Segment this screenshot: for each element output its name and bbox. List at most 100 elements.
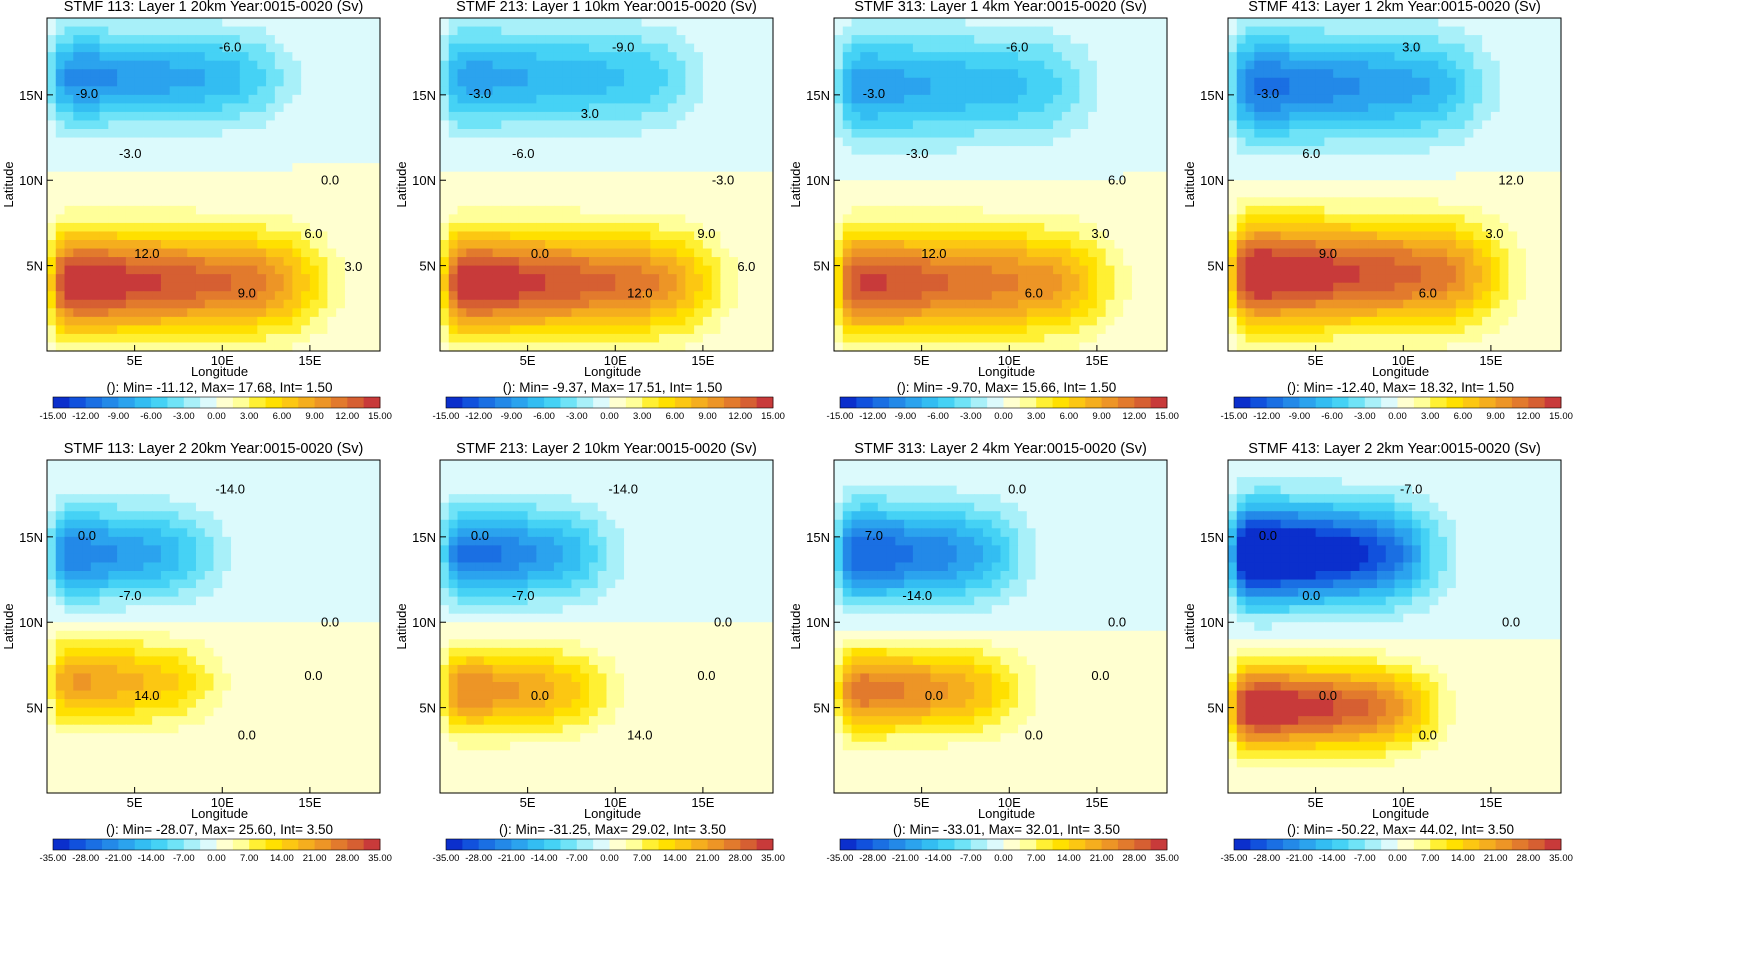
heatmap-cell bbox=[187, 146, 197, 156]
heatmap-cell bbox=[213, 316, 223, 326]
heatmap-cell bbox=[667, 146, 678, 156]
heatmap-cell bbox=[1359, 77, 1369, 87]
heatmap-cell bbox=[440, 77, 450, 87]
heatmap-cell bbox=[597, 222, 608, 233]
heatmap-cell bbox=[667, 308, 678, 318]
heatmap-cell bbox=[55, 137, 66, 147]
heatmap-cell bbox=[737, 333, 748, 344]
heatmap-cell bbox=[720, 18, 730, 28]
heatmap-cell bbox=[344, 103, 355, 113]
heatmap-cell bbox=[1053, 180, 1063, 190]
heatmap-cell bbox=[1350, 60, 1361, 70]
heatmap-cell bbox=[729, 154, 739, 164]
heatmap-cell bbox=[912, 214, 923, 224]
heatmap-cell bbox=[475, 265, 485, 275]
heatmap-cell bbox=[448, 308, 459, 318]
heatmap-cell bbox=[204, 265, 215, 275]
heatmap-cell bbox=[1420, 26, 1431, 36]
heatmap-cell bbox=[274, 308, 285, 318]
heatmap-cell bbox=[327, 120, 337, 130]
heatmap-cell bbox=[974, 171, 984, 181]
heatmap-cell bbox=[274, 146, 285, 156]
heatmap-cell bbox=[974, 257, 984, 267]
heatmap-cell bbox=[912, 137, 923, 147]
heatmap-cell bbox=[371, 26, 381, 36]
heatmap-cell bbox=[939, 274, 949, 284]
heatmap-cell bbox=[755, 282, 765, 292]
heatmap-cell bbox=[1053, 325, 1063, 335]
heatmap-cell bbox=[466, 274, 476, 284]
heatmap-cell bbox=[588, 171, 599, 181]
heatmap-cell bbox=[108, 222, 118, 233]
heatmap-cell bbox=[222, 333, 232, 344]
heatmap-cell bbox=[1236, 60, 1247, 70]
heatmap-cell bbox=[117, 171, 127, 181]
heatmap-cell bbox=[90, 146, 101, 156]
heatmap-cell bbox=[1105, 231, 1116, 241]
heatmap-cell bbox=[1114, 52, 1124, 62]
heatmap-cell bbox=[90, 274, 101, 284]
heatmap-cell bbox=[737, 129, 748, 139]
heatmap-cell bbox=[82, 333, 92, 344]
heatmap-cell bbox=[694, 325, 704, 335]
colorbar-swatch bbox=[151, 397, 168, 408]
heatmap-cell bbox=[274, 180, 285, 190]
heatmap-cell bbox=[930, 205, 940, 215]
heatmap-cell bbox=[904, 231, 914, 241]
heatmap-cell bbox=[1018, 282, 1028, 292]
heatmap-cell bbox=[1149, 282, 1159, 292]
heatmap-cell bbox=[1420, 60, 1431, 70]
heatmap-cell bbox=[492, 222, 502, 233]
heatmap-cell bbox=[336, 205, 346, 215]
heatmap-cell bbox=[1105, 274, 1116, 284]
heatmap-cell bbox=[169, 316, 180, 326]
heatmap-cell bbox=[545, 325, 555, 335]
heatmap-cell bbox=[580, 77, 590, 87]
heatmap-cell bbox=[143, 316, 153, 326]
heatmap-cell bbox=[1350, 43, 1361, 53]
heatmap-cell bbox=[283, 308, 293, 318]
heatmap-cell bbox=[152, 325, 162, 335]
heatmap-cell bbox=[1096, 137, 1107, 147]
heatmap-cell bbox=[371, 325, 381, 335]
heatmap-cell bbox=[991, 69, 1002, 79]
heatmap-cell bbox=[1105, 188, 1116, 198]
heatmap-cell bbox=[676, 197, 686, 207]
heatmap-cell bbox=[571, 52, 581, 62]
heatmap-cell bbox=[108, 163, 118, 173]
heatmap-cell bbox=[956, 180, 967, 190]
heatmap-cell bbox=[204, 52, 215, 62]
heatmap-cell bbox=[73, 35, 83, 45]
heatmap-cell bbox=[1009, 35, 1019, 45]
heatmap-cell bbox=[1035, 257, 1045, 267]
heatmap-cells bbox=[47, 18, 381, 352]
heatmap-cell bbox=[650, 111, 660, 122]
heatmap-cell bbox=[904, 282, 914, 292]
heatmap-cell bbox=[187, 342, 197, 352]
heatmap-cell bbox=[99, 26, 109, 36]
heatmap-cell bbox=[55, 69, 66, 79]
heatmap-cell bbox=[606, 197, 616, 207]
heatmap-cell bbox=[606, 274, 616, 284]
heatmap-cell bbox=[571, 299, 581, 309]
heatmap-cell bbox=[597, 163, 608, 173]
heatmap-cell bbox=[842, 188, 853, 198]
heatmap-cell bbox=[440, 163, 450, 173]
heatmap-cell bbox=[615, 248, 625, 258]
heatmap-cell bbox=[895, 35, 905, 45]
heatmap-cell bbox=[860, 291, 870, 301]
heatmap-cell bbox=[1026, 265, 1037, 275]
heatmap-cell bbox=[73, 308, 83, 318]
heatmap-cell bbox=[1140, 325, 1151, 335]
heatmap-cell bbox=[912, 94, 923, 104]
heatmap-cell bbox=[729, 342, 739, 352]
heatmap-cell bbox=[877, 222, 888, 233]
panel-title: STMF 413: Layer 1 2km Year:0015-0020 (Sv… bbox=[1248, 0, 1541, 15]
heatmap-cell bbox=[318, 111, 329, 122]
heatmap-cell bbox=[904, 111, 914, 122]
heatmap-cell bbox=[930, 60, 940, 70]
heatmap-cell bbox=[895, 205, 905, 215]
heatmap-cell bbox=[930, 325, 940, 335]
heatmap-cell bbox=[562, 248, 573, 258]
heatmap-cell bbox=[982, 282, 993, 292]
